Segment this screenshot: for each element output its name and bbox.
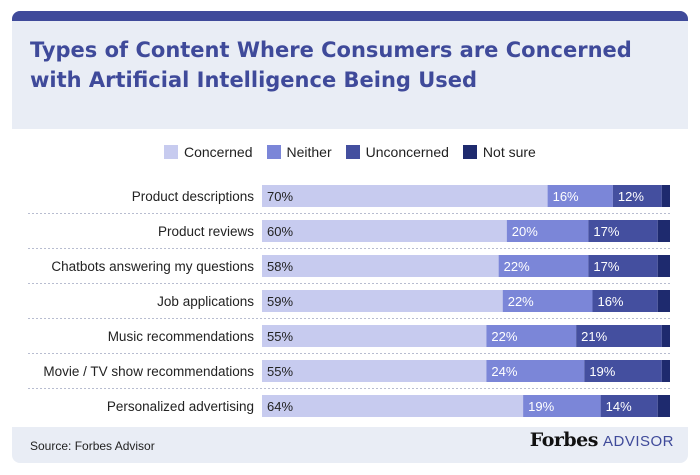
bar-job-applications-unconcerned xyxy=(592,290,658,312)
value-label-music-recommendations-neither: 22% xyxy=(491,329,517,344)
bar-chatbots-answering-my-questions-not-sure xyxy=(657,255,670,277)
value-label-music-recommendations-unconcerned: 21% xyxy=(581,329,607,344)
legend-item-unconcerned: Unconcerned xyxy=(345,144,449,160)
bar-music-recommendations-not-sure xyxy=(661,325,670,347)
bar-personalized-advertising-neither xyxy=(523,395,601,417)
legend-swatch-not-sure xyxy=(462,145,477,159)
category-label-product-reviews: Product reviews xyxy=(158,224,254,239)
bar-movie-tv-show-recommendations-neither xyxy=(486,360,585,382)
legend-label-not-sure: Not sure xyxy=(482,144,536,160)
value-label-personalized-advertising-neither: 19% xyxy=(528,399,554,414)
value-label-product-descriptions-neither: 16% xyxy=(553,189,579,204)
bar-product-reviews-not-sure xyxy=(657,220,670,242)
value-label-product-descriptions-unconcerned: 12% xyxy=(618,189,644,204)
value-label-product-reviews-concerned: 60% xyxy=(267,224,293,239)
legend-swatch-concerned xyxy=(164,145,178,159)
category-label-job-applications: Job applications xyxy=(157,294,254,309)
value-label-product-reviews-unconcerned: 17% xyxy=(593,224,619,239)
value-label-movie-tv-show-recommendations-neither: 24% xyxy=(491,364,517,379)
bar-product-descriptions-unconcerned xyxy=(612,185,662,207)
legend-label-concerned: Concerned xyxy=(184,144,253,160)
value-label-movie-tv-show-recommendations-concerned: 55% xyxy=(267,364,293,379)
source-note: Source: Forbes Advisor xyxy=(30,439,155,453)
bar-movie-tv-show-recommendations-unconcerned xyxy=(584,360,662,382)
value-label-product-reviews-neither: 20% xyxy=(512,224,538,239)
bar-product-reviews-concerned xyxy=(262,220,507,242)
bar-job-applications-neither xyxy=(502,290,593,312)
chart-title-line-2: with Artificial Intelligence Being Used xyxy=(30,68,478,92)
value-label-personalized-advertising-concerned: 64% xyxy=(267,399,293,414)
brand-name: Forbes xyxy=(529,429,599,451)
category-label-product-descriptions: Product descriptions xyxy=(132,189,255,204)
legend-item-not-sure: Not sure xyxy=(462,144,536,160)
value-label-music-recommendations-concerned: 55% xyxy=(267,329,293,344)
bar-chatbots-answering-my-questions-unconcerned xyxy=(588,255,658,277)
category-label-chatbots-answering-my-questions: Chatbots answering my questions xyxy=(51,259,254,274)
legend-item-neither: Neither xyxy=(266,144,332,160)
category-label-music-recommendations: Music recommendations xyxy=(108,329,255,344)
value-label-job-applications-unconcerned: 16% xyxy=(597,294,623,309)
bar-product-reviews-unconcerned xyxy=(588,220,658,242)
value-label-chatbots-answering-my-questions-neither: 22% xyxy=(504,259,530,274)
brand-logo: Forbes ADVISOR xyxy=(530,429,674,451)
value-label-chatbots-answering-my-questions-concerned: 58% xyxy=(267,259,293,274)
bar-job-applications-not-sure xyxy=(657,290,670,312)
value-label-chatbots-answering-my-questions-unconcerned: 17% xyxy=(593,259,619,274)
value-label-movie-tv-show-recommendations-unconcerned: 19% xyxy=(589,364,615,379)
legend-swatch-unconcerned xyxy=(345,145,360,159)
legend-label-unconcerned: Unconcerned xyxy=(365,144,449,160)
bar-chatbots-answering-my-questions-neither xyxy=(498,255,589,277)
category-label-personalized-advertising: Personalized advertising xyxy=(107,399,254,414)
accent-bar xyxy=(12,11,688,21)
value-label-product-descriptions-concerned: 70% xyxy=(267,189,293,204)
legend-label-neither: Neither xyxy=(286,144,332,160)
chart-card: Types of Content Where Consumers are Con… xyxy=(12,11,688,463)
chart-panel: Concerned Neither Unconcerned Not sure P… xyxy=(12,129,688,427)
bar-product-descriptions-not-sure xyxy=(661,185,670,207)
bar-movie-tv-show-recommendations-not-sure xyxy=(661,360,670,382)
value-label-job-applications-concerned: 59% xyxy=(267,294,293,309)
bar-music-recommendations-concerned xyxy=(262,325,487,347)
legend: Concerned Neither Unconcerned Not sure xyxy=(164,143,536,161)
stacked-bar-chart: Product descriptions 70% 16% 12% Product rev… xyxy=(28,185,670,417)
bar-personalized-advertising-unconcerned xyxy=(600,395,658,417)
category-label-movie-tv-show-recommendations: Movie / TV show recommendations xyxy=(43,364,254,379)
bar-chatbots-answering-my-questions-concerned xyxy=(262,255,499,277)
bar-product-descriptions-concerned xyxy=(262,185,548,207)
bar-personalized-advertising-not-sure xyxy=(657,395,670,417)
bar-music-recommendations-neither xyxy=(486,325,577,347)
brand-sub: ADVISOR xyxy=(602,433,674,450)
legend-item-concerned: Concerned xyxy=(164,144,253,160)
bar-personalized-advertising-concerned xyxy=(262,395,524,417)
bar-product-reviews-neither xyxy=(506,220,589,242)
chart-title: Types of Content Where Consumers are Con… xyxy=(30,35,670,95)
bar-product-descriptions-neither xyxy=(547,185,613,207)
bar-movie-tv-show-recommendations-concerned xyxy=(262,360,487,382)
value-label-job-applications-neither: 22% xyxy=(508,294,534,309)
value-label-personalized-advertising-unconcerned: 14% xyxy=(606,399,632,414)
bar-music-recommendations-unconcerned xyxy=(576,325,662,347)
legend-swatch-neither xyxy=(266,145,281,159)
chart-title-line-1: Types of Content Where Consumers are Con… xyxy=(30,38,632,62)
bar-job-applications-concerned xyxy=(262,290,503,312)
